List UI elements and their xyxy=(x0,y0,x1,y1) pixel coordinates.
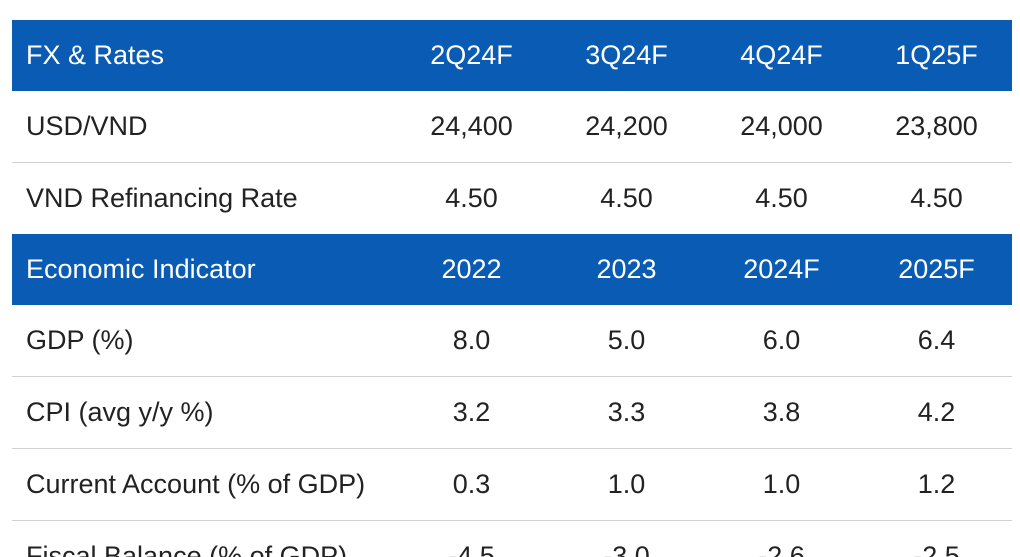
row-value: 4.50 xyxy=(547,163,702,235)
row-label: USD/VND xyxy=(12,91,392,163)
row-value: 1.2 xyxy=(857,449,1012,521)
row-value: 5.0 xyxy=(547,305,702,377)
section-header-col: 2024F xyxy=(702,234,857,305)
row-value: 3.8 xyxy=(702,377,857,449)
row-value: -4.5 xyxy=(392,521,547,557)
row-value: 23,800 xyxy=(857,91,1012,163)
row-value: 4.50 xyxy=(857,163,1012,235)
row-value: 4.50 xyxy=(392,163,547,235)
table-row: USD/VND24,40024,20024,00023,800 xyxy=(12,91,1012,163)
section-header-col: 2Q24F xyxy=(392,20,547,91)
forecast-table: FX & Rates2Q24F3Q24F4Q24F1Q25FUSD/VND24,… xyxy=(12,20,1012,557)
row-label: VND Refinancing Rate xyxy=(12,163,392,235)
section-header-label: Economic Indicator xyxy=(12,234,392,305)
row-value: 0.3 xyxy=(392,449,547,521)
row-label: CPI (avg y/y %) xyxy=(12,377,392,449)
row-value: 24,400 xyxy=(392,91,547,163)
section-header-col: 2022 xyxy=(392,234,547,305)
table-row: Current Account (% of GDP)0.31.01.01.2 xyxy=(12,449,1012,521)
row-value: -2.6 xyxy=(702,521,857,557)
row-value: 3.3 xyxy=(547,377,702,449)
section-header-row: FX & Rates2Q24F3Q24F4Q24F1Q25F xyxy=(12,20,1012,91)
row-label: Fiscal Balance (% of GDP) xyxy=(12,521,392,557)
row-value: 1.0 xyxy=(702,449,857,521)
row-label: Current Account (% of GDP) xyxy=(12,449,392,521)
table-row: Fiscal Balance (% of GDP)-4.5-3.0-2.6-2.… xyxy=(12,521,1012,557)
row-value: -2.5 xyxy=(857,521,1012,557)
row-value: 4.50 xyxy=(702,163,857,235)
page-stage: 08032024 18:28 FX & Rates2Q24F3Q24F4Q24F… xyxy=(0,0,1020,557)
section-header-col: 4Q24F xyxy=(702,20,857,91)
row-value: 24,000 xyxy=(702,91,857,163)
section-header-col: 3Q24F xyxy=(547,20,702,91)
table-row: VND Refinancing Rate4.504.504.504.50 xyxy=(12,163,1012,235)
section-header-label: FX & Rates xyxy=(12,20,392,91)
row-value: 6.4 xyxy=(857,305,1012,377)
row-value: 4.2 xyxy=(857,377,1012,449)
row-value: 6.0 xyxy=(702,305,857,377)
section-header-col: 1Q25F xyxy=(857,20,1012,91)
row-value: 1.0 xyxy=(547,449,702,521)
row-value: 3.2 xyxy=(392,377,547,449)
row-value: 8.0 xyxy=(392,305,547,377)
table-row: GDP (%)8.05.06.06.4 xyxy=(12,305,1012,377)
row-value: -3.0 xyxy=(547,521,702,557)
table-row: CPI (avg y/y %)3.23.33.84.2 xyxy=(12,377,1012,449)
row-label: GDP (%) xyxy=(12,305,392,377)
section-header-col: 2023 xyxy=(547,234,702,305)
section-header-col: 2025F xyxy=(857,234,1012,305)
table-wrap: FX & Rates2Q24F3Q24F4Q24F1Q25FUSD/VND24,… xyxy=(0,0,1020,557)
section-header-row: Economic Indicator202220232024F2025F xyxy=(12,234,1012,305)
row-value: 24,200 xyxy=(547,91,702,163)
